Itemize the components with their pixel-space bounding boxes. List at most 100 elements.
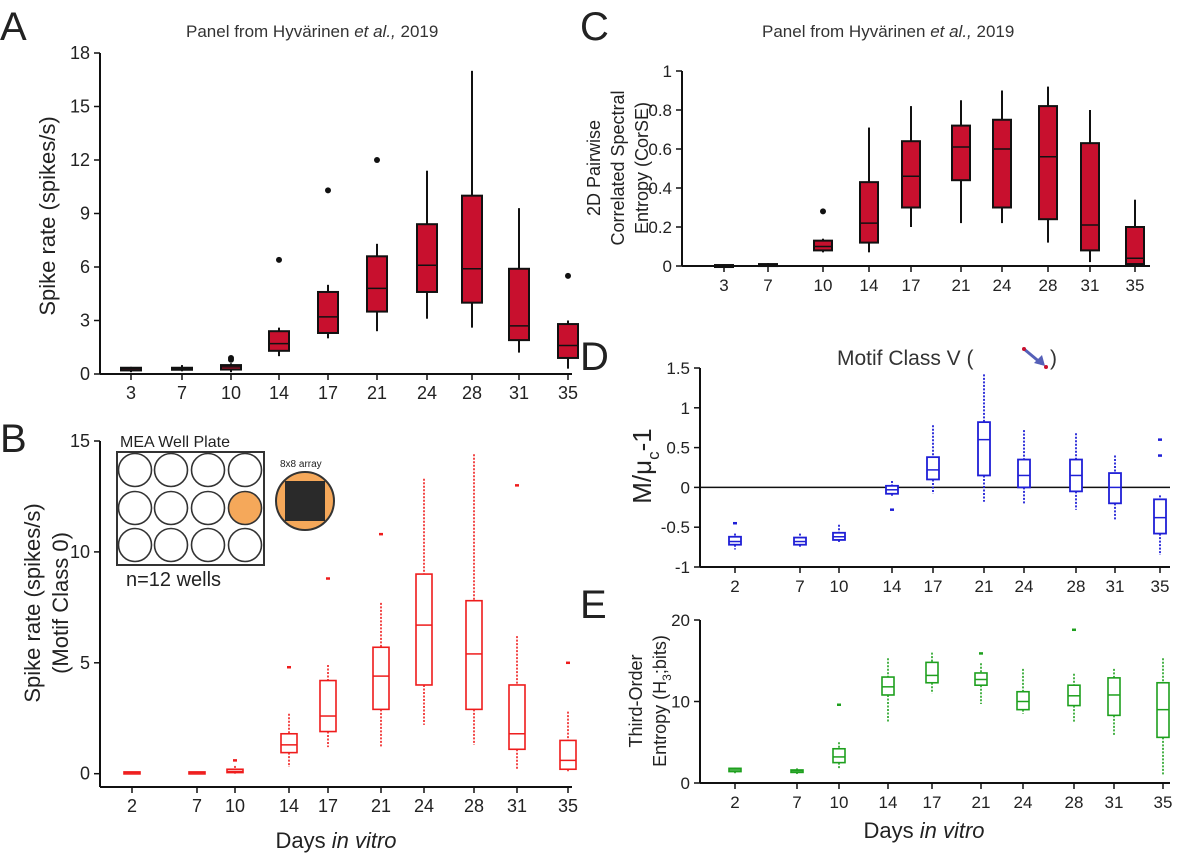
y-tick-label: -0.5 — [661, 518, 690, 537]
x-tick-label: 10 — [814, 276, 833, 295]
y-tick-label: 10 — [671, 693, 690, 712]
x-tick-label: 35 — [1151, 577, 1170, 596]
mea-inset: MEA Well Plate n=12 wells 8x8 array — [116, 434, 335, 591]
outlier-point — [820, 208, 826, 215]
box-day-7 — [188, 771, 206, 775]
mea-wells — [117, 452, 263, 563]
x-tick-label: 17 — [318, 383, 338, 403]
panel-e-xlabel: Days in vitro — [863, 818, 984, 843]
x-tick-label: 24 — [1015, 577, 1034, 596]
box-day-35 — [1153, 438, 1167, 556]
panel-d-ylabel: M/μc-1 — [627, 428, 663, 504]
box-day-14 — [881, 658, 895, 722]
mea-electrode-array — [285, 481, 325, 521]
iqr-box — [1125, 226, 1145, 266]
box-day-10 — [832, 524, 846, 544]
y-tick-label: 20 — [671, 611, 690, 630]
x-tick-label: 35 — [558, 383, 578, 403]
box-day-10 — [832, 703, 846, 769]
panel-e-ylabel-main: Entropy (H — [650, 681, 670, 767]
box-day-21 — [366, 157, 388, 332]
x-tick-label: 14 — [279, 796, 299, 816]
x-tick-label: 10 — [225, 796, 245, 816]
panel-c-ylabel-line1: 2D Pairwise — [584, 120, 604, 216]
mea-well — [153, 527, 189, 563]
iqr-box — [977, 421, 991, 477]
iqr-box — [461, 194, 483, 304]
panel-d-ylabel-main: M/μ — [627, 460, 657, 504]
mea-well — [190, 490, 226, 526]
outlier-point — [228, 354, 234, 361]
box-day-28 — [465, 454, 483, 745]
box-day-3 — [714, 264, 734, 269]
box-day-24 — [1017, 430, 1031, 504]
box-day-21 — [977, 374, 991, 502]
mea-plate-title: MEA Well Plate — [120, 434, 230, 451]
mea-well — [190, 527, 226, 563]
iqr-box — [832, 747, 846, 764]
y-tick-label: 0 — [681, 478, 690, 497]
x-tick-label: 24 — [417, 383, 437, 403]
y-tick-label: 0.6 — [648, 140, 672, 159]
y-tick-label: 0.4 — [648, 179, 672, 198]
box-day-35 — [557, 272, 579, 369]
note-a-prefix: Panel from Hyvärinen — [186, 22, 354, 41]
iqr-box — [508, 684, 526, 751]
box-day-28 — [1069, 433, 1083, 510]
panel-e-ylabel-sub: 3 — [660, 674, 674, 681]
box-day-31 — [1108, 455, 1122, 521]
iqr-box — [901, 140, 921, 209]
iqr-box — [559, 739, 577, 771]
panel-d-title-end: ) — [1050, 347, 1057, 370]
note-c-italic: et al., — [930, 22, 972, 41]
x-tick-label: 31 — [507, 796, 527, 816]
motif-class-v-icon — [1022, 347, 1048, 369]
panel-d-ylabel-sub: c — [644, 451, 663, 460]
y-tick-label: 15 — [70, 431, 90, 451]
y-tick-label: 1.5 — [666, 359, 690, 378]
box-day-24 — [415, 478, 433, 725]
x-tick-label: 7 — [192, 796, 202, 816]
y-tick-label: 0 — [663, 257, 672, 276]
x-tick-label: 28 — [1065, 793, 1084, 812]
x-tick-label: 24 — [993, 276, 1012, 295]
iqr-box — [813, 239, 833, 252]
x-tick-label: 2 — [730, 793, 739, 812]
iqr-box — [1107, 677, 1121, 717]
x-tick-label: 10 — [830, 793, 849, 812]
box-day-28 — [461, 70, 483, 328]
x-tick-label: 28 — [464, 796, 484, 816]
box-day-14 — [885, 481, 899, 511]
mea-well — [227, 452, 263, 488]
x-tick-label: 21 — [371, 796, 391, 816]
panel-letter-e: E — [580, 583, 607, 627]
box-day-14 — [268, 256, 290, 357]
x-tick-label: 35 — [1126, 276, 1145, 295]
panel-a-source-note: Panel from Hyvärinen et al., 2019 — [186, 22, 438, 41]
y-tick-label: 0.8 — [648, 101, 672, 120]
y-tick-label: 5 — [80, 653, 90, 673]
mea-well — [117, 490, 153, 526]
mea-well — [153, 490, 189, 526]
x-tick-label: 14 — [269, 383, 289, 403]
note-a-suffix: 2019 — [396, 22, 439, 41]
note-a-italic: et al., — [354, 22, 396, 41]
panel-e-ylabel-tail: ;bits) — [650, 635, 670, 674]
y-tick-label: 18 — [70, 43, 90, 63]
iqr-box — [728, 535, 742, 546]
x-tick-label: 7 — [177, 383, 187, 403]
iqr-box — [1153, 498, 1167, 535]
box-day-35 — [1125, 199, 1145, 266]
box-day-17 — [925, 652, 939, 694]
panel-b-ylabel-line2: (Motif Class 0) — [48, 532, 73, 674]
outlier-point — [565, 272, 571, 279]
iqr-box — [1038, 105, 1058, 221]
mea-well — [190, 452, 226, 488]
x-tick-label: 3 — [126, 383, 136, 403]
y-tick-label: 15 — [70, 97, 90, 117]
box-day-14 — [859, 127, 879, 253]
iqr-box — [268, 330, 290, 352]
panel-letter-c: C — [580, 5, 609, 49]
x-tick-label: 31 — [1106, 577, 1125, 596]
